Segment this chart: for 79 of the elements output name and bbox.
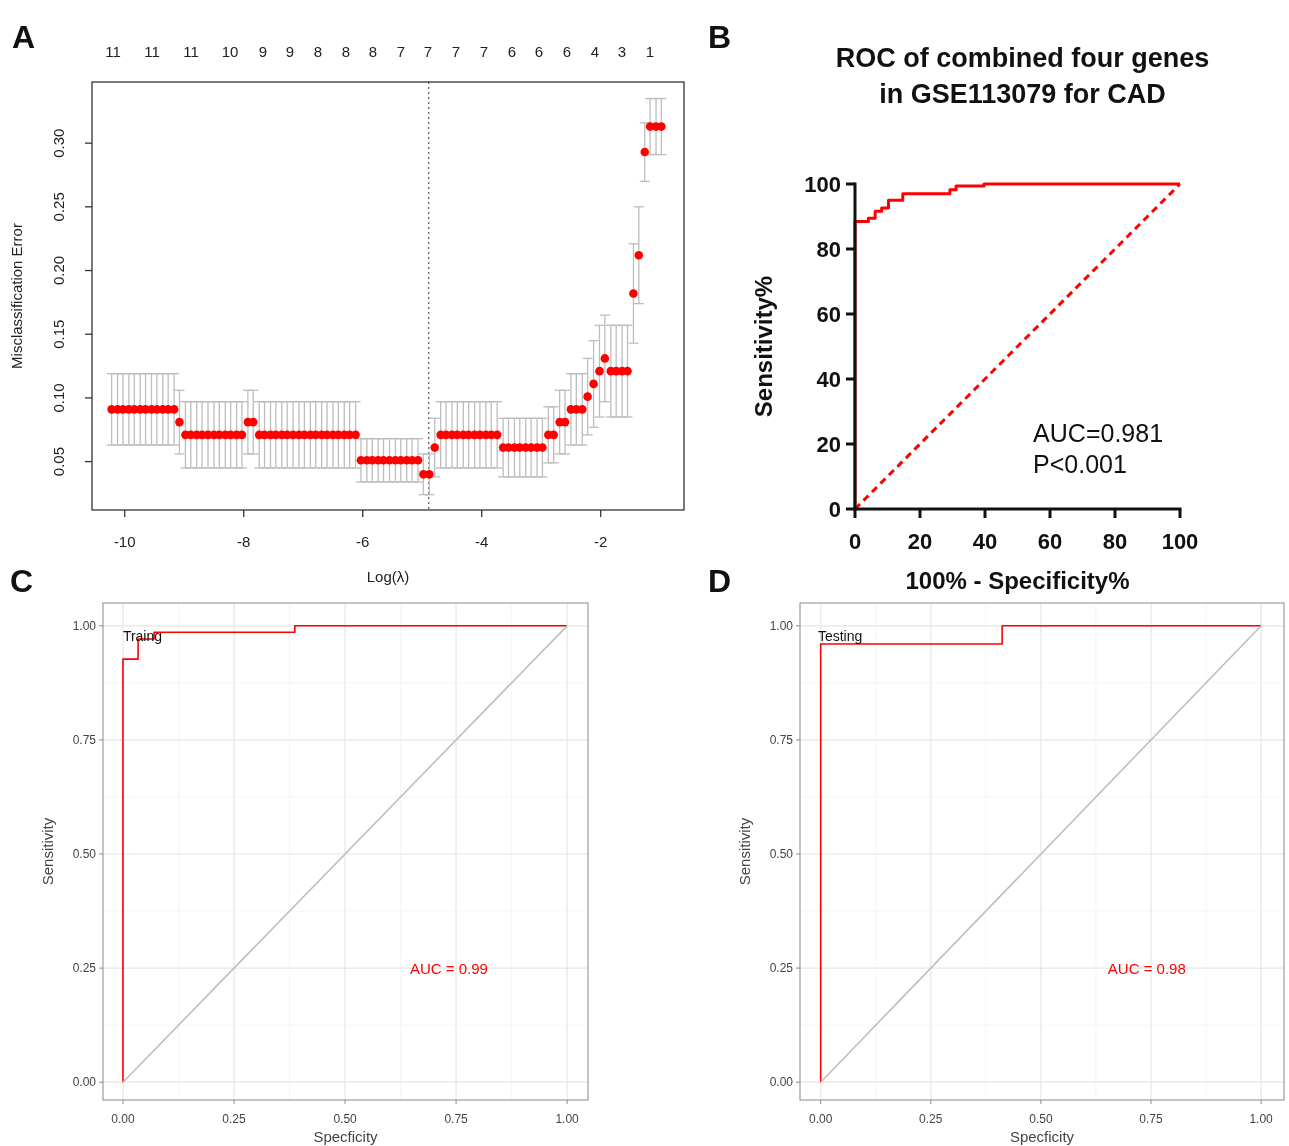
- y-tick-label: 0.50: [72, 847, 97, 862]
- text: 6: [534, 43, 544, 60]
- text: B: [708, 19, 732, 55]
- text: C: [10, 563, 34, 599]
- annotation: AUC = 0.99: [410, 959, 488, 977]
- x-tick-label: 1.00: [1249, 1112, 1274, 1126]
- x-tick-label: -2: [594, 533, 608, 550]
- y-tick-label: 0.25: [769, 961, 794, 976]
- y-axis-title: Misclassification Error: [8, 223, 25, 369]
- x-tick-label: 0.75: [444, 1112, 469, 1126]
- y-tick-label: 0.10: [50, 383, 67, 413]
- text: 7: [479, 43, 489, 60]
- x-tick-label: 1.00: [555, 1112, 580, 1126]
- y-axis-title: Sensitivity: [736, 817, 753, 886]
- text: A: [12, 19, 36, 55]
- text: 11: [105, 43, 121, 60]
- y-tick-label: 60: [816, 301, 841, 327]
- text: 3: [617, 43, 627, 60]
- annotation: AUC=0.981: [1033, 419, 1164, 448]
- y-tick-label: 0: [828, 496, 841, 522]
- x-axis-title: Log(λ): [366, 568, 410, 585]
- x-tick-label: -6: [356, 533, 370, 550]
- text: 10: [221, 43, 239, 60]
- x-tick-label: 100: [1161, 529, 1199, 554]
- x-tick-label: 0.00: [111, 1112, 135, 1126]
- text: 7: [423, 43, 433, 60]
- y-tick-label: 0.50: [769, 847, 794, 862]
- text: 8: [313, 43, 323, 60]
- text: 7: [451, 43, 461, 60]
- annotation: Testing: [817, 627, 863, 644]
- x-tick-label: -10: [113, 533, 136, 550]
- text: D: [708, 563, 732, 599]
- text: 7: [396, 43, 406, 60]
- y-tick-label: 80: [816, 236, 841, 262]
- y-tick-label: 0.00: [72, 1075, 97, 1090]
- x-tick-label: 80: [1102, 529, 1128, 554]
- text: 11: [183, 43, 199, 60]
- y-tick-label: 0.75: [769, 733, 794, 748]
- y-tick-label: 40: [816, 366, 841, 392]
- y-tick-label: 0.25: [50, 192, 67, 222]
- text: 4: [590, 43, 600, 60]
- x-tick-label: 0.50: [333, 1112, 358, 1126]
- x-tick-label: 0: [848, 529, 862, 554]
- annotation: P<0.001: [1033, 450, 1127, 479]
- y-tick-label: 0.30: [50, 128, 67, 158]
- y-tick-label: 0.20: [50, 255, 67, 286]
- x-axis-title: Specficity: [313, 1128, 379, 1145]
- x-axis-title: Specficity: [1009, 1128, 1075, 1145]
- text: 11: [144, 43, 160, 60]
- x-tick-label: 0.75: [1139, 1112, 1163, 1126]
- y-tick-label: 0.05: [50, 446, 67, 477]
- y-tick-label: 1.00: [769, 619, 794, 634]
- x-axis-title: 100% - Specificity%: [905, 567, 1130, 594]
- x-tick-label: 0.25: [222, 1112, 247, 1126]
- y-tick-label: 0.00: [769, 1075, 794, 1090]
- y-axis-title: Sensitivity: [39, 817, 56, 886]
- x-tick-label: 60: [1037, 529, 1063, 554]
- x-tick-label: 20: [907, 529, 933, 554]
- text: 8: [341, 43, 351, 60]
- text: 6: [562, 43, 572, 60]
- y-tick-label: 1.00: [72, 619, 97, 634]
- x-tick-label: 40: [972, 529, 998, 554]
- text: 9: [285, 43, 295, 60]
- x-tick-label: 0.50: [1029, 1112, 1053, 1126]
- y-tick-label: 100: [804, 171, 841, 197]
- x-tick-label: -8: [237, 533, 251, 550]
- x-tick-label: 0.25: [919, 1112, 943, 1126]
- chart-title: ROC of combined four genes in GSE113079 for CAD: [835, 43, 1210, 109]
- y-tick-label: 20: [816, 431, 841, 457]
- text: 6: [507, 43, 517, 60]
- y-tick-label: 0.75: [72, 733, 97, 748]
- text: 9: [258, 43, 268, 60]
- x-tick-label: -4: [475, 533, 489, 550]
- text: 1: [645, 43, 655, 60]
- text: 8: [368, 43, 378, 60]
- y-tick-label: 0.25: [72, 961, 97, 976]
- y-tick-label: 0.15: [50, 319, 67, 349]
- annotation: AUC = 0.98: [1107, 959, 1186, 977]
- y-axis-title: Sensitivity%: [750, 275, 777, 418]
